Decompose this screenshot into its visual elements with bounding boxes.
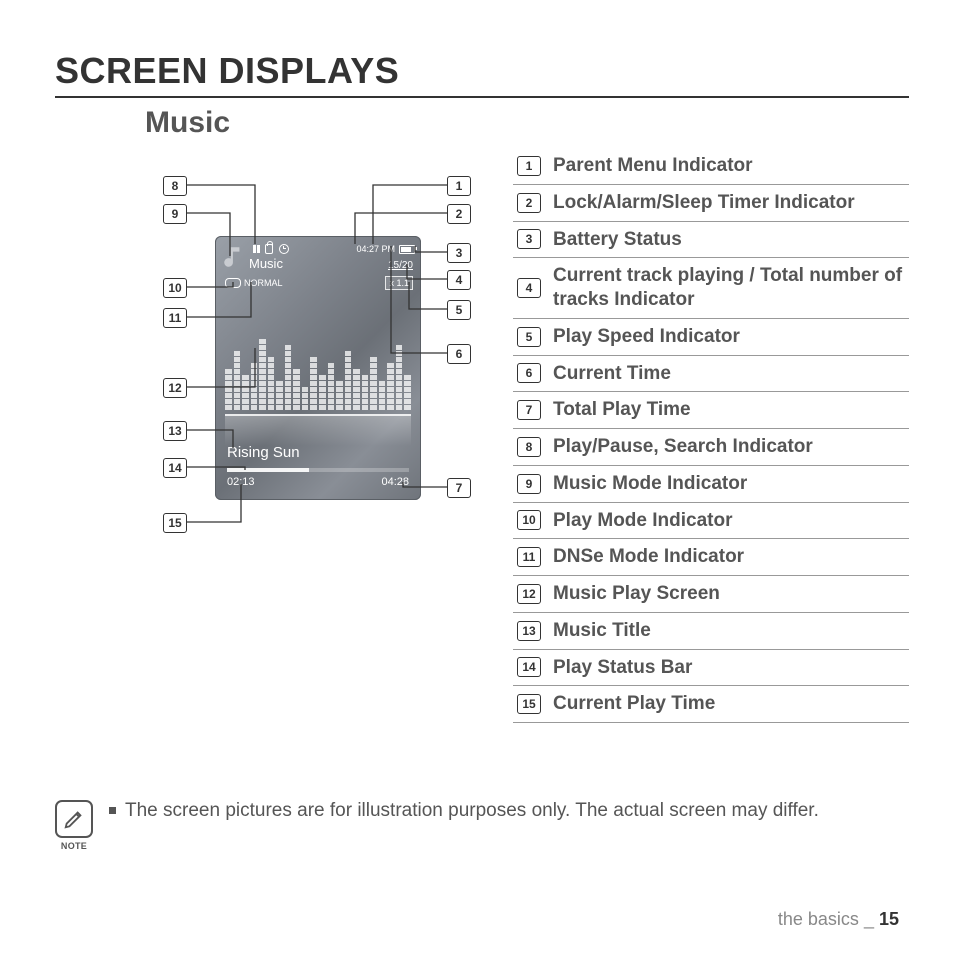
callout-number: 11 xyxy=(163,308,187,328)
legend-number: 11 xyxy=(517,547,541,567)
legend-label: Current Time xyxy=(553,362,671,386)
legend-number: 10 xyxy=(517,510,541,530)
legend-label: Play Speed Indicator xyxy=(553,325,740,349)
callout-number: 5 xyxy=(447,300,471,320)
legend-number: 1 xyxy=(517,156,541,176)
callout-number: 14 xyxy=(163,458,187,478)
legend-label: Play Mode Indicator xyxy=(553,509,732,533)
legend-number: 6 xyxy=(517,363,541,383)
device-screen: 04:27 PM Music 15/20 NORMAL x 1.1 xyxy=(215,236,421,500)
play-speed-indicator: x 1.1 xyxy=(385,276,413,290)
legend-number: 12 xyxy=(517,584,541,604)
callout-number: 8 xyxy=(163,176,187,196)
callout-number: 10 xyxy=(163,278,187,298)
legend-number: 4 xyxy=(517,278,541,298)
legend-number: 3 xyxy=(517,229,541,249)
legend-label: Total Play Time xyxy=(553,398,691,422)
legend-number: 14 xyxy=(517,657,541,677)
callout-number: 2 xyxy=(447,204,471,224)
legend-label: Battery Status xyxy=(553,228,682,252)
current-play-time: 02:13 xyxy=(227,476,255,488)
note-area: NOTE The screen pictures are for illustr… xyxy=(55,800,899,851)
clock-text: 04:27 PM xyxy=(356,244,395,254)
legend-label: Music Title xyxy=(553,619,651,643)
equalizer-display xyxy=(225,300,411,410)
play-mode-indicator: NORMAL xyxy=(225,278,283,288)
legend-label: Parent Menu Indicator xyxy=(553,154,753,178)
track-count: 15/20 xyxy=(388,260,413,271)
legend-item: 5 Play Speed Indicator xyxy=(513,319,909,356)
legend-item: 1 Parent Menu Indicator xyxy=(513,148,909,185)
legend-list: 1 Parent Menu Indicator 2 Lock/Alarm/Sleep … xyxy=(513,148,909,723)
legend-item: 7 Total Play Time xyxy=(513,392,909,429)
page-footer: the basics _ 15 xyxy=(778,909,899,930)
note-text: The screen pictures are for illustration… xyxy=(109,800,819,822)
legend-item: 2 Lock/Alarm/Sleep Timer Indicator xyxy=(513,185,909,222)
legend-label: Music Mode Indicator xyxy=(553,472,747,496)
legend-label: Lock/Alarm/Sleep Timer Indicator xyxy=(553,191,855,215)
legend-item: 14 Play Status Bar xyxy=(513,650,909,687)
alarm-icon xyxy=(279,244,289,254)
legend-item: 15 Current Play Time xyxy=(513,686,909,723)
battery-icon xyxy=(399,245,415,254)
callout-number: 9 xyxy=(163,204,187,224)
callout-number: 1 xyxy=(447,176,471,196)
legend-item: 13 Music Title xyxy=(513,613,909,650)
legend-number: 5 xyxy=(517,327,541,347)
song-title: Rising Sun xyxy=(227,444,300,461)
legend-label: Music Play Screen xyxy=(553,582,720,606)
repeat-icon xyxy=(225,278,241,288)
legend-item: 10 Play Mode Indicator xyxy=(513,503,909,540)
music-mode-icon xyxy=(221,244,247,270)
legend-item: 12 Music Play Screen xyxy=(513,576,909,613)
legend-label: DNSe Mode Indicator xyxy=(553,545,744,569)
legend-number: 7 xyxy=(517,400,541,420)
play-pause-icon xyxy=(253,245,261,253)
diagram-area: 04:27 PM Music 15/20 NORMAL x 1.1 xyxy=(55,148,505,568)
legend-item: 3 Battery Status xyxy=(513,222,909,259)
status-bar: 04:27 PM xyxy=(221,242,415,256)
callout-number: 7 xyxy=(447,478,471,498)
legend-label: Current Play Time xyxy=(553,692,715,716)
legend-number: 13 xyxy=(517,621,541,641)
callout-number: 12 xyxy=(163,378,187,398)
legend-label: Current track playing / Total number of … xyxy=(553,264,909,312)
legend-number: 8 xyxy=(517,437,541,457)
legend-item: 9 Music Mode Indicator xyxy=(513,466,909,503)
total-play-time: 04:28 xyxy=(381,476,409,488)
legend-item: 11 DNSe Mode Indicator xyxy=(513,539,909,576)
note-label: NOTE xyxy=(61,841,87,851)
page-title: SCREEN DISPLAYS xyxy=(55,50,909,98)
legend-label: Play/Pause, Search Indicator xyxy=(553,435,813,459)
callout-number: 6 xyxy=(447,344,471,364)
lock-icon xyxy=(265,244,273,254)
legend-number: 9 xyxy=(517,474,541,494)
note-icon xyxy=(55,800,93,838)
callout-number: 15 xyxy=(163,513,187,533)
section-title: Music xyxy=(145,106,909,140)
progress-bar xyxy=(227,468,409,472)
legend-label: Play Status Bar xyxy=(553,656,692,680)
music-mode-label: Music xyxy=(249,256,283,271)
callout-number: 3 xyxy=(447,243,471,263)
legend-item: 6 Current Time xyxy=(513,356,909,393)
legend-number: 2 xyxy=(517,193,541,213)
legend-number: 15 xyxy=(517,694,541,714)
callout-number: 13 xyxy=(163,421,187,441)
callout-number: 4 xyxy=(447,270,471,290)
legend-item: 8 Play/Pause, Search Indicator xyxy=(513,429,909,466)
eq-reflection xyxy=(225,416,411,446)
legend-item: 4 Current track playing / Total number of… xyxy=(513,258,909,319)
